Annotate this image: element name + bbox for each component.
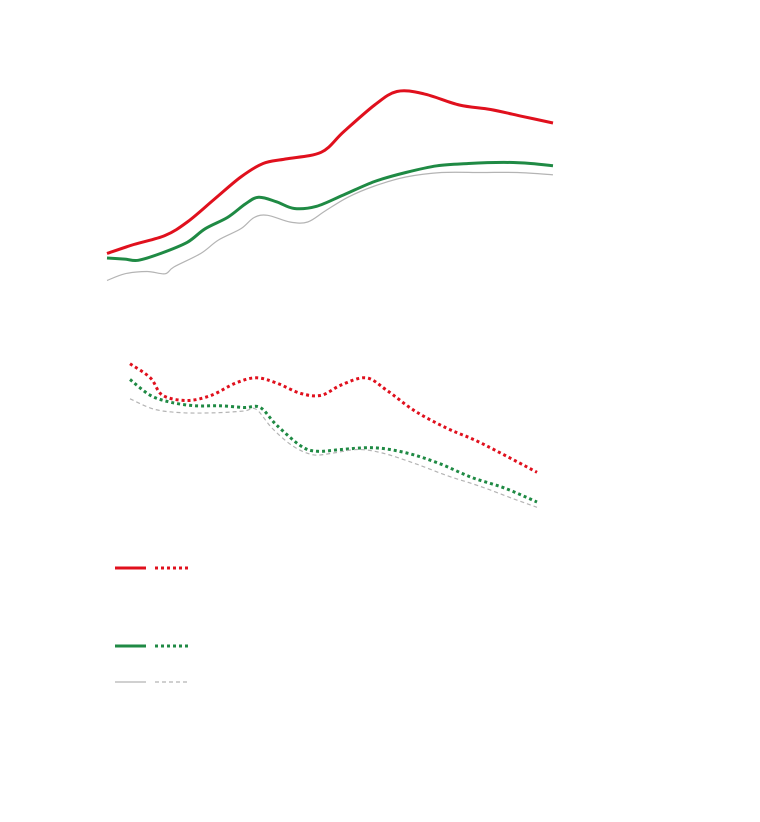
series-line-lower-red bbox=[129, 362, 538, 474]
series-line-lower-gray bbox=[129, 398, 538, 508]
series-line-lower-green bbox=[129, 378, 538, 504]
upper-panel bbox=[106, 89, 554, 282]
series-line-upper-green bbox=[106, 160, 554, 263]
legend bbox=[115, 566, 188, 683]
series-line-upper-red bbox=[106, 89, 554, 255]
lower-panel bbox=[129, 362, 538, 508]
series-line-upper-gray bbox=[106, 171, 554, 282]
